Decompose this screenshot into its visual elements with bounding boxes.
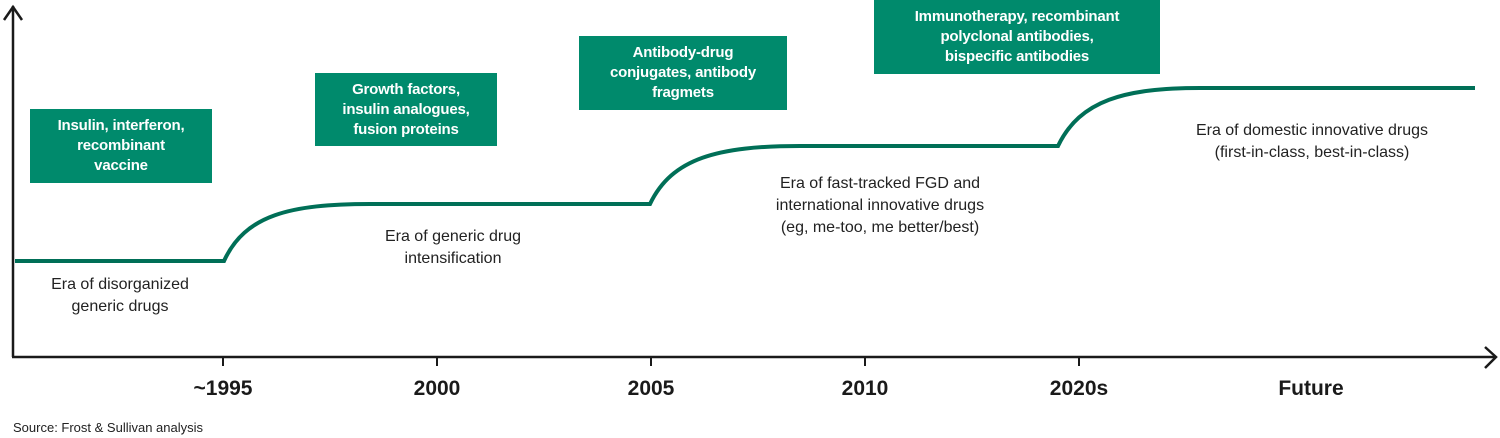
y-axis-arrow-icon <box>2 4 24 21</box>
box-text: vaccine <box>94 157 148 174</box>
box-text: bispecific antibodies <box>944 48 1090 65</box>
box-text: insulin analogues, <box>342 100 470 118</box>
axis-label-2005: 2005 <box>627 377 675 400</box>
box-text: polyclonal antibodies, <box>940 28 1094 45</box>
progress-step-line <box>15 86 1475 263</box>
box-text: Antibody-drug <box>632 44 734 61</box>
era-box-biologics-3: Antibody-drug conjugates, antibody fragmet… <box>579 36 787 110</box>
axis-label-2020s: 2020s <box>1049 377 1109 400</box>
era-text: Era of fast-tracked FGD and <box>779 175 981 192</box>
axis-label-future: Future <box>1278 377 1344 400</box>
source-note: Source: Frost & Sullivan analysis <box>13 420 204 435</box>
era-text: generic drugs <box>71 298 169 315</box>
axis-label-2000: 2000 <box>413 377 461 400</box>
era-label-fast-tracked: Era of fast-tracked FGD and international… <box>776 173 984 239</box>
era-box-biologics-1: Insulin, interferon, recombinant vaccine <box>30 109 212 183</box>
era-label-intensification: Era of generic drug intensification <box>385 226 521 270</box>
era-label-domestic: Era of domestic innovative drugs (first-i… <box>1196 120 1428 164</box>
box-text: Growth factors, <box>352 80 460 98</box>
box-text: conjugates, antibody <box>609 64 756 81</box>
box-text: Insulin, interferon, <box>57 117 185 134</box>
era-text: Era of disorganized <box>51 276 189 293</box>
era-text: international innovative drugs <box>775 197 985 214</box>
x-axis-arrow-icon <box>1484 346 1498 369</box>
box-text: fragmets <box>652 84 714 101</box>
era-text: (eg, me-too, me better/best) <box>780 219 980 236</box>
axis-label-1995: ~1995 <box>193 377 253 400</box>
era-label-disorganized: Era of disorganized generic drugs <box>51 274 189 318</box>
era-box-biologics-4: Immunotherapy, recombinant polyclonal ant… <box>874 0 1160 74</box>
box-text: fusion proteins <box>353 120 459 138</box>
box-text: recombinant <box>77 137 165 154</box>
axis-label-2010: 2010 <box>841 377 889 400</box>
era-box-biologics-2: Growth factors, insulin analogues, fusion … <box>315 73 497 146</box>
era-text: Era of domestic innovative drugs <box>1195 122 1429 139</box>
era-text: (first-in-class, best-in-class) <box>1214 144 1410 161</box>
box-text: Immunotherapy, recombinant <box>914 8 1120 25</box>
era-text: Era of generic drug <box>384 228 522 245</box>
era-text: intensification <box>404 250 502 267</box>
